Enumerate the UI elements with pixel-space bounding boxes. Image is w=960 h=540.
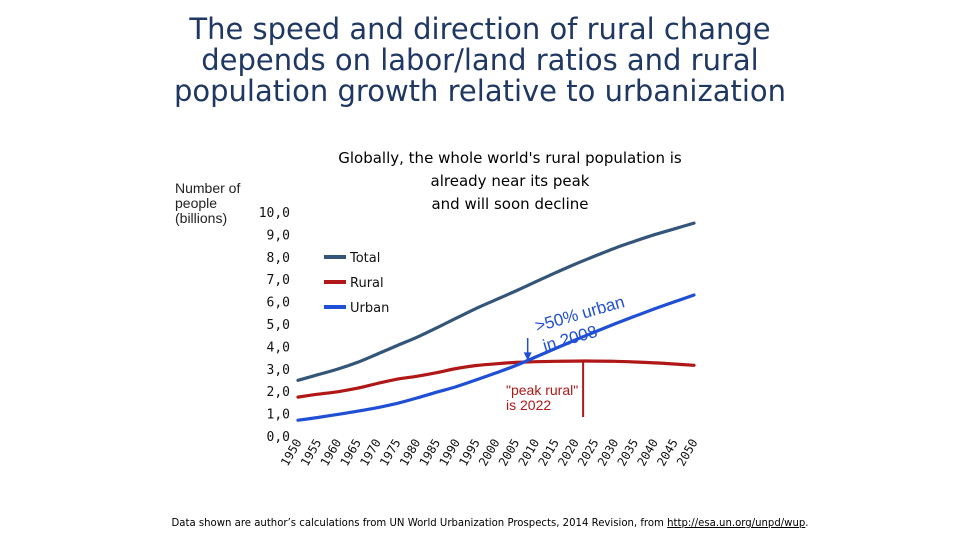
series-line-rural [296,359,696,399]
series-line-total [296,221,696,382]
peak-annotation-line: "peak rural" [506,382,578,398]
y-tick-label: 2,0 [267,385,290,400]
slide-title-line: The speed and direction of rural change [189,12,771,46]
source-link[interactable]: http://esa.un.org/unpd/wup [667,516,806,529]
y-tick-label: 3,0 [267,363,290,378]
y-axis-label: Number of people (billions) [175,180,241,226]
y-tick-label: 10,0 [259,206,290,221]
legend-label-rural: Rural [350,276,384,291]
slide-title-line: depends on labor/land ratios and rural [201,43,759,77]
chart-title-line: Globally, the whole world's rural popula… [338,149,682,167]
source-footnote: Data shown are author’s calculations fro… [39,516,941,529]
legend-label-total: Total [349,251,380,266]
chart-title: Globally, the whole world's rural popula… [300,147,720,216]
y-tick-label: 8,0 [267,251,290,266]
x-tick-label: 2050 [674,437,701,469]
peak-annotation-line: is 2022 [506,397,551,413]
y-tick-label: 5,0 [267,318,290,333]
y-tick-label: 4,0 [267,340,290,355]
y-tick-label: 0,0 [267,430,290,445]
chart-title-line: and will soon decline [431,195,589,213]
footnote-text: Data shown are author’s calculations fro… [171,516,668,529]
slide-title: The speed and direction of rural change … [0,14,960,107]
footnote-end: . [805,516,809,529]
y-tick-label: 6,0 [267,296,290,311]
y-tick-label: 7,0 [267,273,290,288]
urban-marker-arrow [523,352,532,361]
y-tick-label: 9,0 [267,228,290,243]
series-line-urban [296,293,696,422]
legend-label-urban: Urban [350,301,389,316]
slide-title-line: population growth relative to urbanizati… [173,74,787,108]
y-tick-label: 1,0 [267,408,290,423]
chart-title-line: already near its peak [430,172,590,190]
